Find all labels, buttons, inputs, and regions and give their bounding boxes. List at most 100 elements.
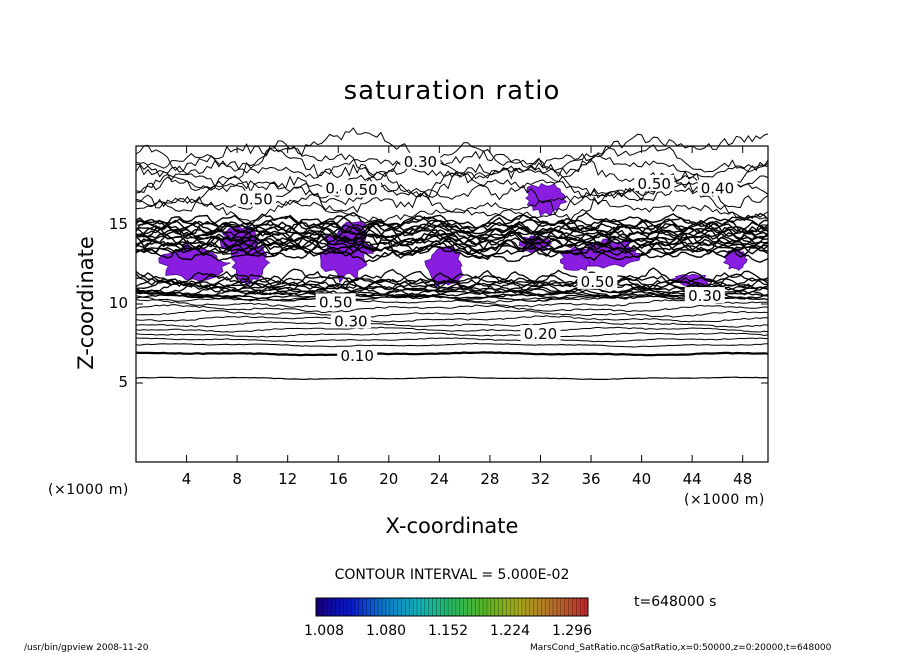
- colorbar-cell: [467, 598, 472, 616]
- colorbar-cell: [389, 598, 395, 616]
- contour-label-bg: [315, 293, 356, 310]
- colorbar-cell: [448, 598, 453, 616]
- colorbar-cell: [533, 598, 538, 616]
- colorbar-cell: [584, 598, 589, 616]
- colorbar-cell: [502, 598, 507, 616]
- contour-label: 0.30: [334, 312, 367, 330]
- contour-line: [135, 148, 769, 199]
- contour-line: [135, 326, 769, 333]
- contour-line: [135, 238, 769, 258]
- contour-line: [135, 153, 769, 180]
- colorbar-cell: [374, 598, 379, 616]
- colorbar-tick-label: 1.296: [551, 623, 593, 639]
- colorbar-cell: [471, 598, 476, 616]
- x-tick-label: 16: [328, 470, 348, 488]
- contour-label-bg: [236, 190, 277, 207]
- contour-label: 0.50: [344, 181, 377, 199]
- colorbar-cell: [486, 598, 492, 616]
- colorbar-tick-label: 1.152: [427, 623, 469, 639]
- contour-label-bg: [520, 325, 561, 342]
- colorbar-cell: [397, 598, 402, 616]
- colorbar-cell: [354, 598, 360, 616]
- contour-label-bg: [330, 312, 371, 329]
- colorbar-cell: [576, 598, 581, 616]
- x-tick-label: 4: [181, 470, 192, 488]
- colorbar-cell: [417, 598, 422, 616]
- plot-frame: [135, 145, 769, 463]
- colorbar-cell: [444, 598, 449, 616]
- contour-line: [135, 331, 769, 338]
- x-tick-label: 32: [530, 470, 551, 488]
- colorbar-cell: [401, 598, 406, 616]
- colorbar-cell: [545, 598, 550, 616]
- contour-line: [135, 342, 769, 348]
- contour-label: 0.10: [340, 347, 373, 365]
- colorbar-cell: [347, 598, 352, 616]
- x-tick-label: 24: [429, 470, 449, 488]
- contour-line: [135, 183, 769, 223]
- footer-source: MarsCond_SatRatio.nc@SatRatio,x=0:50000,…: [530, 643, 832, 653]
- colorbar-cell: [553, 598, 558, 616]
- colorbar-cell: [409, 598, 414, 616]
- colorbar-cell: [541, 598, 546, 616]
- contour-line: [135, 289, 769, 300]
- contour-label-bg: [337, 347, 378, 364]
- x-tick-label: 8: [232, 470, 242, 488]
- colorbar-cell: [506, 598, 511, 616]
- contour-labels: 0.300.400.500.500.500.400.500.300.200.10…: [236, 152, 738, 365]
- colorbar-cell: [358, 598, 363, 616]
- colorbar-cell: [494, 598, 499, 616]
- contour-line: [135, 127, 769, 178]
- colorbar-cell: [514, 598, 519, 616]
- colorbar-cell: [568, 598, 573, 616]
- y-tick-label: 10: [108, 294, 128, 312]
- colorbar-cell: [370, 598, 375, 616]
- colorbar-cell: [316, 598, 321, 616]
- contour-interval: CONTOUR INTERVAL = 5.000E-02: [334, 567, 570, 583]
- colorbar-cell: [549, 598, 554, 616]
- contour-line: [135, 213, 769, 233]
- colorbar-cell: [521, 598, 527, 616]
- contour-label-bg: [684, 287, 725, 304]
- colorbar-cell: [564, 598, 569, 616]
- contour-line: [135, 351, 769, 357]
- contour-lines: [135, 127, 769, 381]
- contour-label: 0.30: [404, 153, 437, 171]
- colorbar-cell: [382, 598, 387, 616]
- contour-label-bg: [634, 174, 675, 191]
- colorbar: [315, 597, 589, 617]
- contour-label: 0.30: [688, 287, 721, 305]
- colorbar-cell: [319, 598, 325, 616]
- x-tick-label: 40: [632, 470, 652, 488]
- colorbar-tick-label: 1.080: [365, 623, 407, 639]
- footer-command: /usr/bin/gpview 2008-11-20: [24, 643, 149, 653]
- x-tick-label: 20: [379, 470, 399, 488]
- colorbar-cell: [424, 598, 429, 616]
- colorbar-cell: [366, 598, 371, 616]
- contour-line: [135, 299, 769, 308]
- colorbar-tick-label: 1.224: [489, 623, 531, 639]
- colorbar-cell: [475, 598, 480, 616]
- contour-line: [135, 315, 769, 323]
- contour-label: 0.50: [319, 293, 352, 311]
- colorbar-tick-label: 1.008: [303, 623, 345, 639]
- y-unit-label: (×1000 m): [48, 482, 129, 498]
- contour-line: [135, 376, 769, 381]
- colorbar-frame: [315, 597, 589, 617]
- y-axis-label: Z-coordinate: [74, 236, 98, 370]
- colorbar-cell: [331, 598, 336, 616]
- colorbar-cell: [483, 598, 488, 616]
- x-tick-label: 44: [682, 470, 702, 488]
- contour-line: [135, 282, 769, 297]
- supersaturation-region: [525, 182, 568, 217]
- colorbar-cell: [405, 598, 410, 616]
- colorbar-cell: [560, 598, 565, 616]
- colorbar-cell: [378, 598, 383, 616]
- contour-line: [135, 320, 769, 328]
- colorbar-cell: [455, 598, 461, 616]
- contour-line: [136, 309, 769, 319]
- colorbar-cell: [556, 598, 562, 616]
- colorbar-cell: [490, 598, 496, 616]
- contour-line: [135, 304, 769, 314]
